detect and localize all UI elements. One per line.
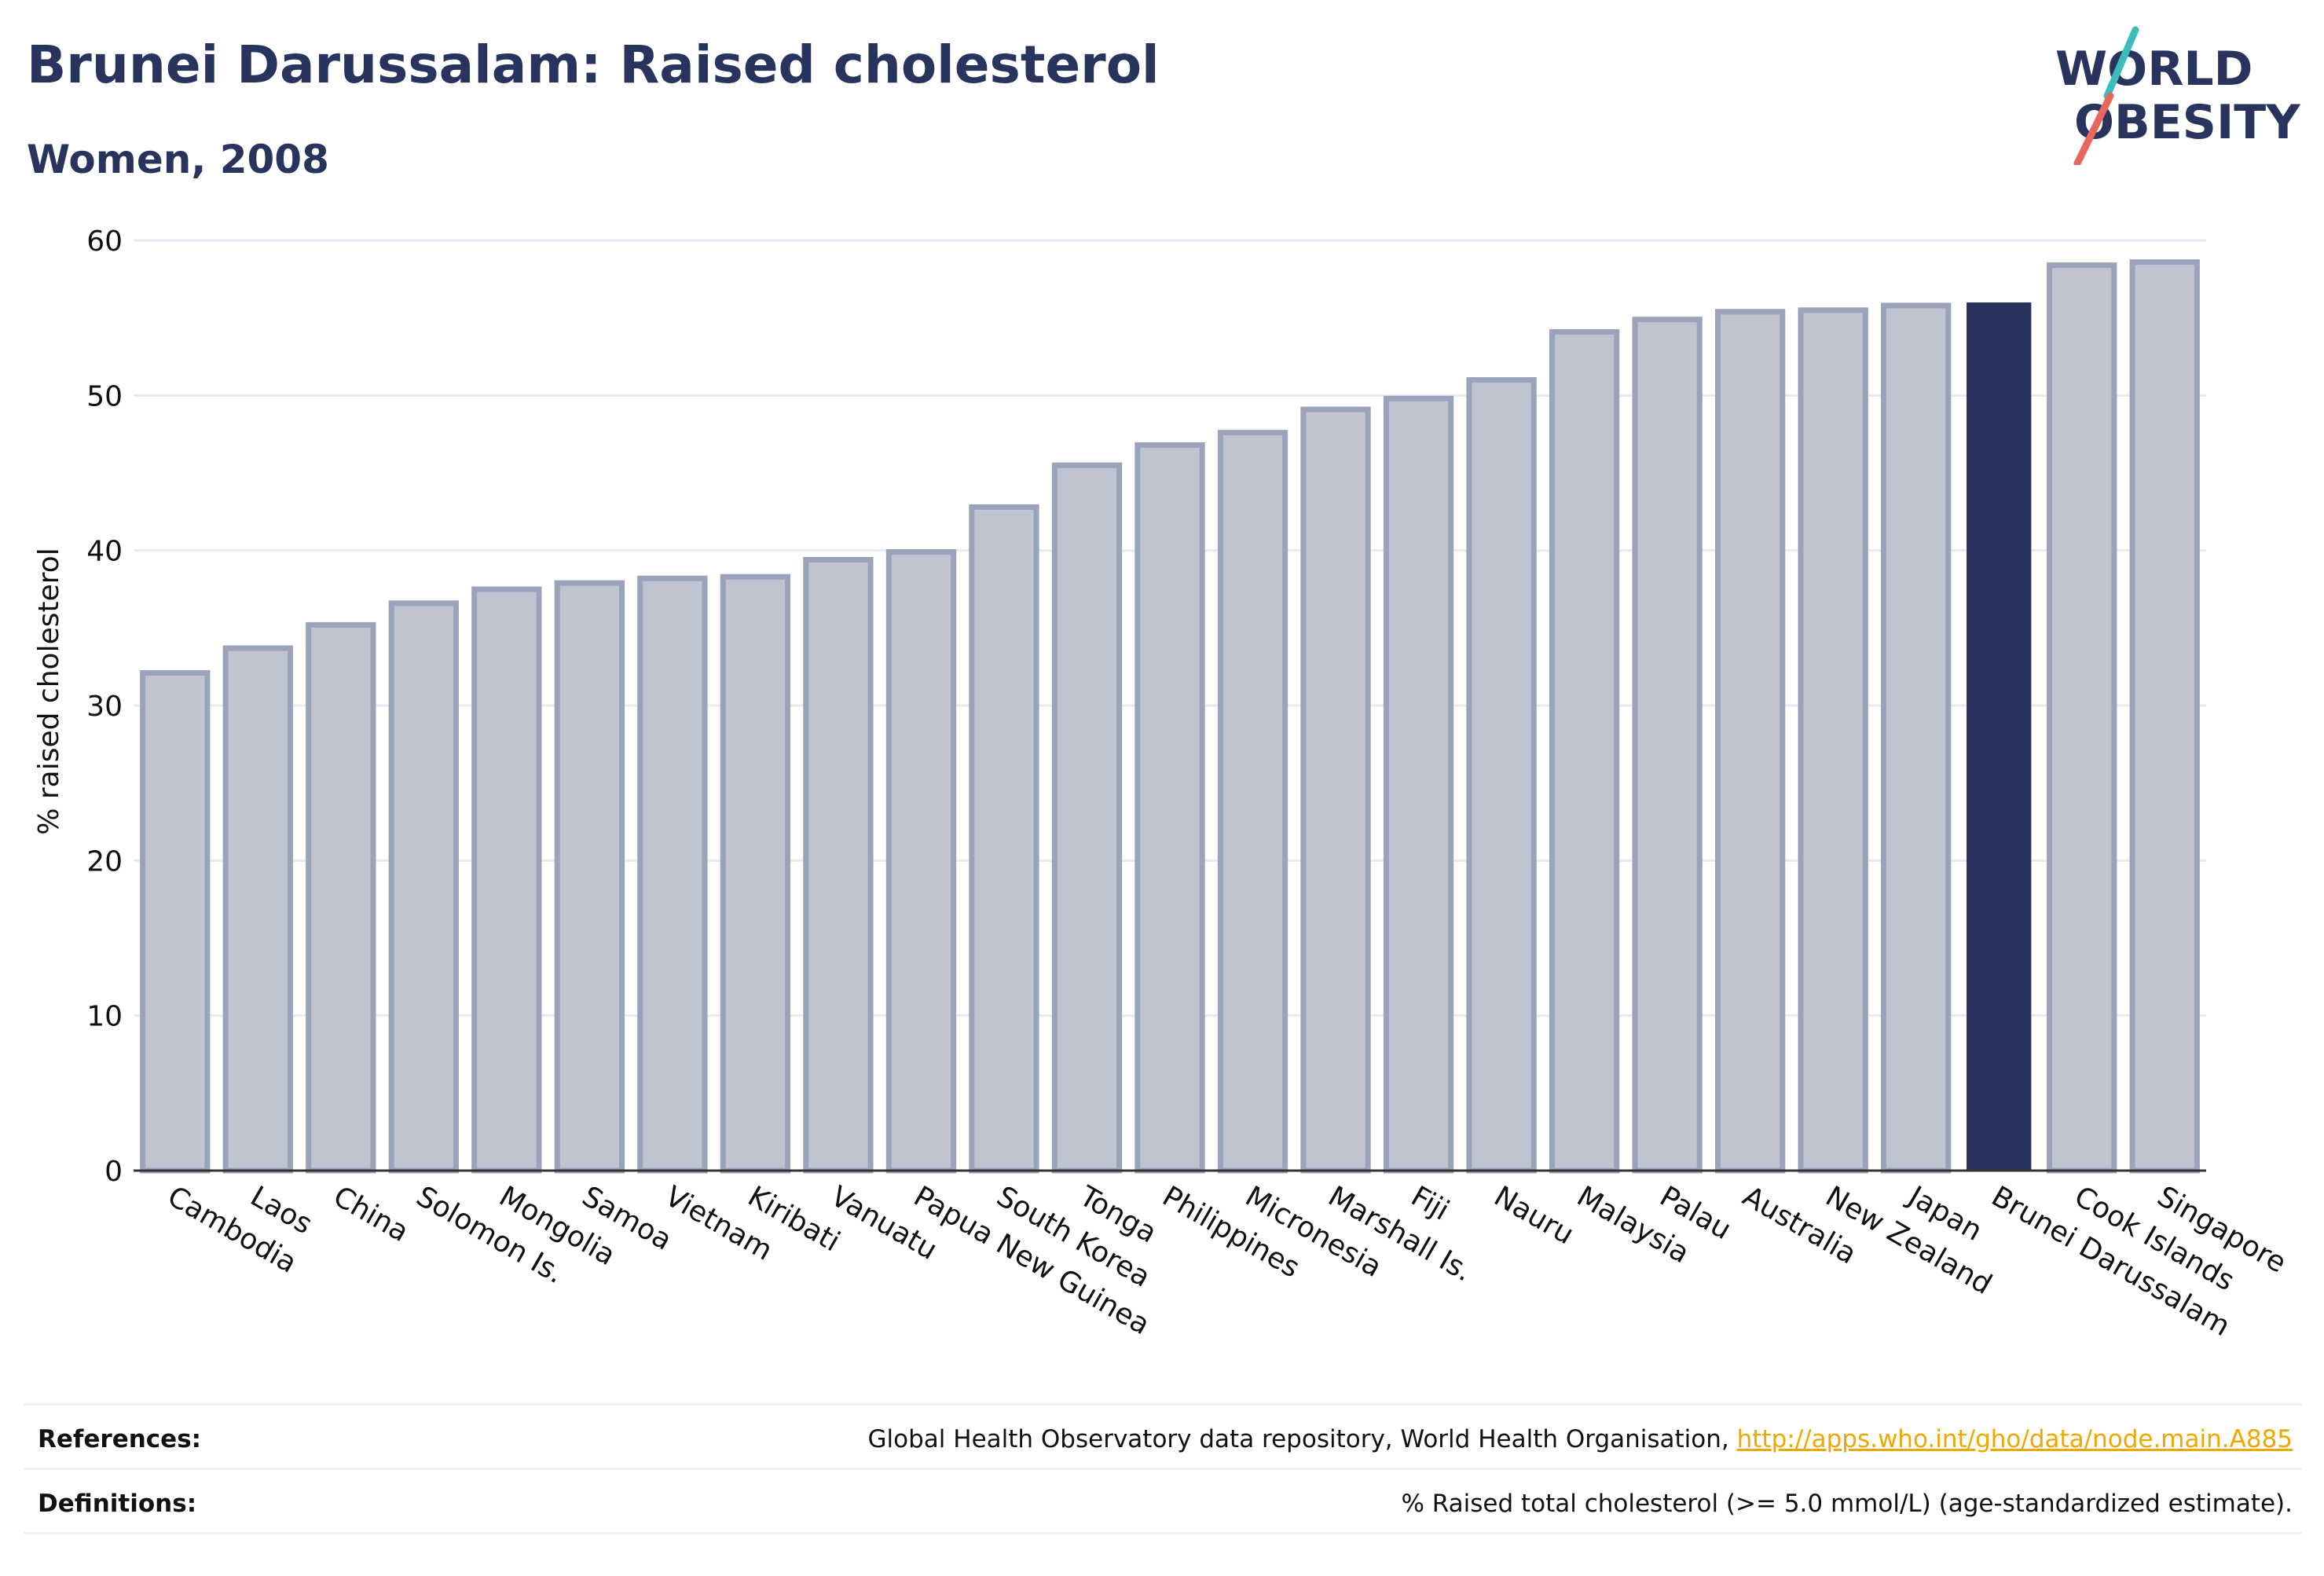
bar-palau (1632, 317, 1703, 1174)
bar-malaysia (1549, 328, 1620, 1174)
references-row: References: Global Health Observatory da… (38, 1416, 2293, 1463)
bar-australia (1714, 309, 1786, 1174)
footer-divider-mid (24, 1468, 2302, 1470)
bar-japan (1881, 302, 1952, 1174)
logo-slash-coral (2073, 92, 2114, 165)
bar-cambodia (140, 670, 211, 1174)
references-label: References: (38, 1425, 202, 1453)
bar-fiji (1383, 395, 1454, 1174)
y-tick-label: 10 (86, 1001, 123, 1033)
y-tick-label: 30 (86, 691, 123, 723)
bar-china (306, 621, 376, 1174)
y-axis-ticks: 0 10 20 30 40 50 60 (86, 225, 123, 1188)
bar-tonga (1051, 462, 1123, 1174)
x-tick-label: China (328, 1180, 414, 1248)
bar-philippines (1135, 442, 1205, 1174)
y-tick-label: 60 (86, 225, 123, 258)
references-value: Global Health Observatory data repositor… (868, 1425, 2293, 1453)
definitions-row: Definitions: % Raised total cholesterol … (38, 1480, 2293, 1527)
bar-laos (222, 645, 293, 1174)
page-title: Brunei Darussalam: Raised cholesterol (27, 35, 1160, 95)
bar-solomon-is (388, 600, 459, 1174)
logo-line1: WORLD (2055, 42, 2253, 97)
y-axis-label: % raised cholesterol (33, 548, 65, 835)
bar-brunei-darussalam (1967, 302, 2032, 1171)
x-tick-label: Fiji (1406, 1180, 1454, 1227)
references-link[interactable]: http://apps.who.int/gho/data/node.main.A… (1736, 1425, 2293, 1453)
bar-mongolia (471, 586, 542, 1174)
bar-south-korea (969, 504, 1039, 1174)
y-tick-label: 50 (86, 380, 123, 412)
definitions-label: Definitions: (38, 1490, 197, 1518)
definitions-text: % Raised total cholesterol (>= 5.0 mmol/… (1401, 1490, 2293, 1518)
world-obesity-logo: WORLD OBESITY (2055, 26, 2301, 165)
bars (140, 259, 2200, 1174)
bar-vietnam (637, 575, 708, 1174)
bar-nauru (1466, 377, 1537, 1174)
logo-line2: OBESITY (2074, 95, 2301, 150)
x-tick-label: Nauru (1489, 1180, 1579, 1251)
page-subtitle: Women, 2008 (27, 137, 329, 182)
y-tick-label: 20 (86, 845, 123, 878)
bar-micronesia (1217, 430, 1288, 1174)
y-tick-label: 0 (104, 1156, 123, 1188)
bar-papua-new-guinea (885, 549, 957, 1174)
references-text: Global Health Observatory data repositor… (867, 1425, 1737, 1453)
footer-divider-bottom (24, 1532, 2302, 1534)
bar-marshall-is (1300, 406, 1371, 1174)
bar-singapore (2129, 259, 2200, 1174)
bar-samoa (554, 580, 625, 1174)
logo-slash-teal (2103, 26, 2139, 100)
y-tick-label: 40 (86, 536, 123, 568)
bar-vanuatu (803, 557, 874, 1174)
bar-cook-islands (2047, 262, 2117, 1174)
bar-new-zealand (1798, 307, 1868, 1174)
footer-divider-top (24, 1403, 2302, 1406)
bar-kiribati (720, 574, 791, 1174)
